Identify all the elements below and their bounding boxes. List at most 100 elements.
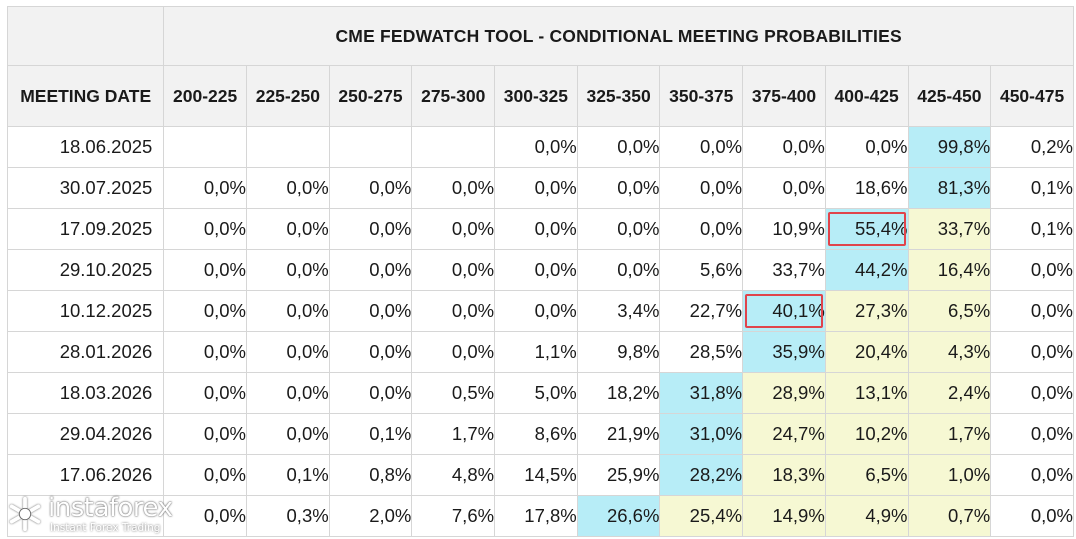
column-header: 250-275 (328, 65, 413, 127)
probability-cell: 0,0% (411, 249, 496, 291)
probability-cell: 0,0% (990, 249, 1074, 291)
meeting-date-cell: 28.01.2026 (6, 331, 165, 373)
probability-cell: 0,0% (990, 331, 1074, 373)
fedwatch-table: CME FEDWATCH TOOL - CONDITIONAL MEETING … (6, 6, 1074, 537)
probability-cell: 13,1% (824, 372, 909, 414)
probability-cell: 0,0% (576, 167, 661, 209)
table-row: 28.01.2026 0,0% 0,0% 0,0% 0,0% 1,1% 9,8% 28,5% 3… (6, 331, 1074, 373)
probability-cell: 81,3% (907, 167, 992, 209)
probability-cell: 2,0% (328, 495, 413, 537)
probability-cell (328, 126, 413, 168)
probability-cell: 0,0% (328, 331, 413, 373)
probability-cell: 0,0% (742, 126, 826, 168)
probability-cell: 0,0% (576, 249, 661, 291)
probability-cell: 0,0% (576, 208, 661, 250)
probability-cell: 0,0% (990, 372, 1074, 414)
probability-cell: 2,4% (907, 372, 992, 414)
probability-cell: 44,2% (824, 249, 909, 291)
probability-cell: 21,9% (576, 413, 661, 455)
probability-cell: 1,7% (907, 413, 992, 455)
column-header: 425-450 (907, 65, 992, 127)
probability-cell: 0,0% (328, 372, 413, 414)
probability-cell: 31,8% (659, 372, 744, 414)
table-row: 17.06.2026 0,0% 0,1% 0,8% 4,8% 14,5% 25,9% 28,2… (6, 454, 1074, 496)
probability-cell: 4,9% (824, 495, 909, 537)
probability-cell: 0,0% (494, 126, 578, 168)
probability-cell: 0,0% (411, 331, 496, 373)
probability-cell: 40,1% (742, 290, 826, 332)
table-body: 18.06.2025 0,0% 0,0% 0,0% 0,0% 0,0% 99,8% 0,2% 3… (6, 126, 1074, 537)
meeting-date-cell: 18.06.2025 (6, 126, 165, 168)
probability-cell: 0,3% (246, 495, 330, 537)
probability-cell: 0,0% (163, 372, 247, 414)
probability-cell: 0,0% (163, 454, 247, 496)
probability-cell: 0,0% (163, 331, 247, 373)
table-title: CME FEDWATCH TOOL - CONDITIONAL MEETING … (163, 6, 1074, 66)
probability-cell: 0,0% (659, 208, 744, 250)
probability-cell: 0,0% (990, 413, 1074, 455)
probability-cell: 16,4% (907, 249, 992, 291)
probability-cell: 33,7% (742, 249, 826, 291)
corner-cell (6, 6, 165, 66)
meeting-date-cell: 18.03.2026 (6, 372, 165, 414)
probability-cell: 1,1% (494, 331, 578, 373)
probability-cell: 0,0% (990, 454, 1074, 496)
probability-cell: 0,5% (411, 372, 496, 414)
probability-cell: 0,0% (494, 208, 578, 250)
probability-cell: 0,0% (246, 208, 330, 250)
meeting-date-cell: 30.07.2025 (6, 167, 165, 209)
column-header: 400-425 (824, 65, 909, 127)
table-row: 18.03.2026 0,0% 0,0% 0,0% 0,5% 5,0% 18,2% 31,8%… (6, 372, 1074, 414)
probability-cell: 5,6% (659, 249, 744, 291)
meeting-date-cell: 10.12.2025 (6, 290, 165, 332)
probability-cell: 25,9% (576, 454, 661, 496)
table-row: 30.07.2025 0,0% 0,0% 0,0% 0,0% 0,0% 0,0% 0,0% 0,… (6, 167, 1074, 209)
probability-cell: 0,0% (328, 290, 413, 332)
probability-cell: 0,0% (328, 208, 413, 250)
probability-cell: 27,3% (824, 290, 909, 332)
instaforex-watermark: instaforex Instant Forex Trading (6, 491, 182, 537)
probability-cell: 6,5% (824, 454, 909, 496)
probability-cell: 10,2% (824, 413, 909, 455)
table-row: 0,0% 0,3% 2,0% 7,6% 17,8% 26,6% 25,4% 14,9% 4,9%… (6, 495, 1074, 537)
probability-cell: 3,4% (576, 290, 661, 332)
probability-cell: 9,8% (576, 331, 661, 373)
table-row: 18.06.2025 0,0% 0,0% 0,0% 0,0% 0,0% 99,8% 0,2% (6, 126, 1074, 168)
probability-cell: 0,0% (411, 208, 496, 250)
probability-cell: 0,1% (990, 208, 1074, 250)
probability-cell: 0,0% (163, 413, 247, 455)
probability-cell: 6,5% (907, 290, 992, 332)
probability-cell: 0,0% (659, 167, 744, 209)
probability-cell: 18,3% (742, 454, 826, 496)
probability-cell: 0,0% (246, 290, 330, 332)
probability-cell: 0,1% (990, 167, 1074, 209)
probability-cell: 22,7% (659, 290, 744, 332)
meeting-date-cell: 17.09.2025 (6, 208, 165, 250)
probability-cell: 0,0% (246, 331, 330, 373)
probability-cell (246, 126, 330, 168)
probability-cell: 28,5% (659, 331, 744, 373)
watermark-tagline: Instant Forex Trading (50, 521, 161, 534)
probability-cell: 99,8% (907, 126, 992, 168)
probability-cell: 35,9% (742, 331, 826, 373)
probability-cell: 33,7% (907, 208, 992, 250)
probability-cell: 14,5% (494, 454, 578, 496)
meeting-date-cell: 17.06.2026 (6, 454, 165, 496)
column-header: 375-400 (742, 65, 826, 127)
probability-cell: 20,4% (824, 331, 909, 373)
probability-cell: 14,9% (742, 495, 826, 537)
probability-cell: 18,2% (576, 372, 661, 414)
probability-cell: 10,9% (742, 208, 826, 250)
probability-cell: 0,0% (494, 167, 578, 209)
probability-cell: 0,0% (328, 249, 413, 291)
probability-cell: 0,0% (163, 167, 247, 209)
probability-cell: 0,0% (328, 167, 413, 209)
meeting-date-cell: 29.04.2026 (6, 413, 165, 455)
probability-cell: 0,1% (328, 413, 413, 455)
probability-cell: 0,0% (411, 290, 496, 332)
probability-cell: 25,4% (659, 495, 744, 537)
probability-cell: 0,0% (246, 249, 330, 291)
table-row: 10.12.2025 0,0% 0,0% 0,0% 0,0% 0,0% 3,4% 22,7% 4… (6, 290, 1074, 332)
probability-cell: 1,7% (411, 413, 496, 455)
probability-cell: 0,0% (163, 290, 247, 332)
